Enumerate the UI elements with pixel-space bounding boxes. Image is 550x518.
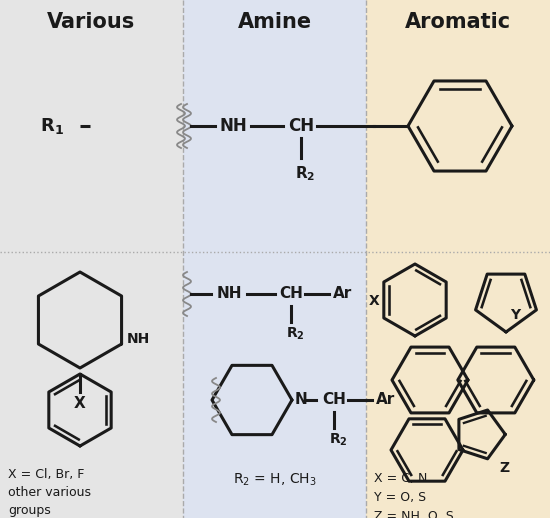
- Text: NH: NH: [219, 117, 247, 135]
- Text: $\mathbf{R_2}$: $\mathbf{R_2}$: [295, 164, 315, 183]
- Text: X: X: [74, 396, 86, 411]
- Bar: [183, 0, 366, 518]
- Text: X = Cl, Br, F
other various
groups: X = Cl, Br, F other various groups: [8, 468, 91, 517]
- Text: Y: Y: [510, 308, 520, 322]
- Text: Amine: Amine: [238, 12, 311, 32]
- Text: CH: CH: [288, 117, 314, 135]
- Bar: [0, 0, 183, 518]
- Text: X: X: [369, 294, 380, 308]
- Text: CH: CH: [279, 286, 303, 301]
- Text: CH: CH: [322, 393, 346, 408]
- Text: X = C, N
Y = O, S
Z = NH, O, S: X = C, N Y = O, S Z = NH, O, S: [374, 472, 454, 518]
- Text: Ar: Ar: [333, 286, 353, 301]
- Text: Aromatic: Aromatic: [405, 12, 511, 32]
- Text: Ar: Ar: [376, 393, 395, 408]
- Text: Z: Z: [499, 461, 510, 475]
- Bar: [366, 0, 550, 518]
- Text: $\mathbf{R_2}$: $\mathbf{R_2}$: [329, 432, 348, 449]
- Text: R$_2$ = H, CH$_3$: R$_2$ = H, CH$_3$: [233, 472, 316, 488]
- Text: $\mathbf{R_2}$: $\mathbf{R_2}$: [285, 326, 304, 342]
- Text: NH: NH: [216, 286, 242, 301]
- Text: N: N: [295, 393, 308, 408]
- Text: Various: Various: [47, 12, 136, 32]
- Text: $\mathbf{R_1}$: $\mathbf{R_1}$: [40, 116, 64, 136]
- Text: NH: NH: [126, 332, 150, 346]
